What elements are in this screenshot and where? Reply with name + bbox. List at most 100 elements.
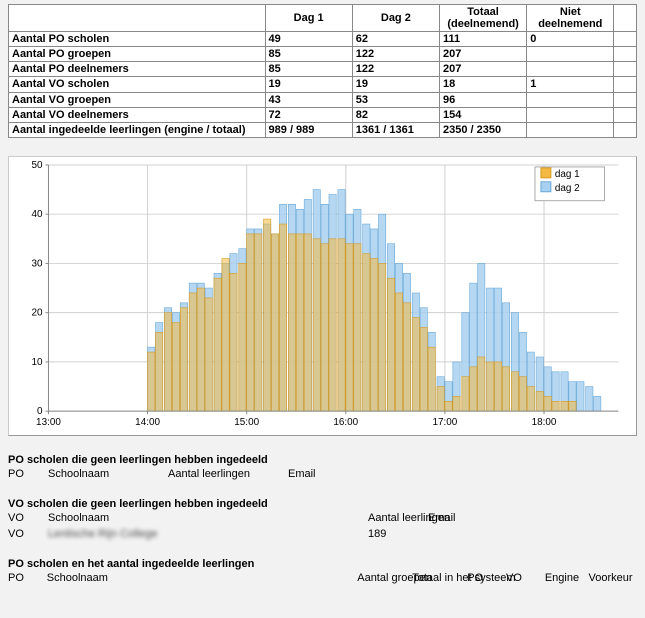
summary-row-value: 207: [439, 47, 526, 62]
summary-row-value: [614, 47, 637, 62]
summary-row-value: 96: [439, 92, 526, 107]
summary-row-value: [527, 107, 614, 122]
summary-row-value: 72: [265, 107, 352, 122]
svg-text:0: 0: [37, 406, 43, 417]
vo-row-name: Lentische Rijn College: [48, 528, 368, 540]
summary-header: Niet deelnemend: [527, 5, 614, 32]
summary-table: Dag 1Dag 2Totaal (deelnemend)Niet deelne…: [8, 4, 637, 138]
summary-row: Aantal PO groepen85122207: [9, 47, 637, 62]
summary-row-value: 154: [439, 107, 526, 122]
vo-unassigned-section: VO scholen die geen leerlingen hebben in…: [8, 498, 637, 540]
column-header: Email: [428, 512, 488, 524]
summary-row-value: [614, 62, 637, 77]
chart-container: 0 10 20 30 40 50 13:00 14:00 15:00 16:00 17:00 18:0…: [8, 156, 637, 436]
summary-row-value: [527, 47, 614, 62]
svg-text:dag 1: dag 1: [555, 169, 580, 180]
summary-header: [614, 5, 637, 32]
column-header: PO: [467, 572, 506, 584]
summary-row-value: [614, 107, 637, 122]
summary-row-label: Aantal VO deelnemers: [9, 107, 266, 122]
summary-row-value: 82: [352, 107, 439, 122]
po-counts-section: PO scholen en het aantal ingedeelde leer…: [8, 558, 637, 584]
summary-row-value: 62: [352, 32, 439, 47]
summary-row-label: Aantal VO groepen: [9, 92, 266, 107]
summary-row-value: 111: [439, 32, 526, 47]
summary-row: Aantal VO groepen435396: [9, 92, 637, 107]
po-counts-columns: POSchoolnaamAantal groepenTotaal in het …: [8, 572, 637, 584]
summary-row-label: Aantal PO scholen: [9, 32, 266, 47]
column-header: PO: [8, 572, 47, 584]
summary-row-value: [614, 122, 637, 137]
summary-row: Aantal VO scholen1919181: [9, 77, 637, 92]
summary-row-label: Aantal ingedeelde leerlingen (engine / t…: [9, 122, 266, 137]
po-counts-title: PO scholen en het aantal ingedeelde leer…: [8, 558, 637, 570]
column-header: Voorkeur: [588, 572, 637, 584]
svg-text:16:00: 16:00: [333, 417, 358, 428]
summary-row-value: 85: [265, 62, 352, 77]
vo-row-aantal: 189: [368, 528, 428, 540]
po-unassigned-section: PO scholen die geen leerlingen hebben in…: [8, 454, 637, 480]
summary-row-value: 0: [527, 32, 614, 47]
svg-text:14:00: 14:00: [135, 417, 160, 428]
svg-text:17:00: 17:00: [433, 417, 458, 428]
vo-unassigned-title: VO scholen die geen leerlingen hebben in…: [8, 498, 637, 510]
summary-row-value: 19: [265, 77, 352, 92]
summary-row-value: 18: [439, 77, 526, 92]
summary-row-value: 1: [527, 77, 614, 92]
summary-table-body: Aantal PO scholen49621110Aantal PO groep…: [9, 32, 637, 138]
summary-table-head: Dag 1Dag 2Totaal (deelnemend)Niet deelne…: [9, 5, 637, 32]
summary-row-value: 85: [265, 47, 352, 62]
svg-text:20: 20: [31, 308, 43, 319]
svg-text:dag 2: dag 2: [555, 183, 580, 194]
svg-text:15:00: 15:00: [234, 417, 259, 428]
column-header: Engine: [545, 572, 589, 584]
column-header: VO: [506, 572, 545, 584]
svg-text:13:00: 13:00: [36, 417, 61, 428]
summary-row-label: Aantal PO deelnemers: [9, 62, 266, 77]
summary-row: Aantal PO deelnemers85122207: [9, 62, 637, 77]
summary-row-value: 1361 / 1361: [352, 122, 439, 137]
vo-row-name-text: Lentische Rijn College: [48, 528, 157, 540]
svg-text:50: 50: [31, 160, 43, 171]
bar-chart: 0 10 20 30 40 50 13:00 14:00 15:00 16:00 17:00 18:0…: [8, 156, 637, 436]
svg-text:18:00: 18:00: [532, 417, 557, 428]
summary-row-value: [527, 92, 614, 107]
svg-text:30: 30: [31, 258, 43, 269]
column-header: Aantal leerlingen: [168, 468, 288, 480]
column-header: Schoolnaam: [47, 572, 357, 584]
summary-row-value: [614, 77, 637, 92]
summary-row-value: 49: [265, 32, 352, 47]
summary-header: Totaal (deelnemend): [439, 5, 526, 32]
column-header: Schoolnaam: [48, 512, 368, 524]
vo-unassigned-row: VO Lentische Rijn College 189: [8, 528, 637, 540]
column-header: Totaal in het systeem: [412, 572, 467, 584]
column-header: Email: [288, 468, 388, 480]
svg-text:10: 10: [31, 357, 43, 368]
svg-text:40: 40: [31, 209, 43, 220]
column-header: Aantal leerlingen: [368, 512, 428, 524]
po-unassigned-columns: POSchoolnaamAantal leerlingenEmail: [8, 468, 637, 480]
summary-row-value: 122: [352, 62, 439, 77]
summary-header: Dag 1: [265, 5, 352, 32]
column-header: Aantal groepen: [357, 572, 412, 584]
summary-row-label: Aantal VO scholen: [9, 77, 266, 92]
summary-row: Aantal VO deelnemers7282154: [9, 107, 637, 122]
summary-header: [9, 5, 266, 32]
summary-row-value: [614, 32, 637, 47]
summary-row-value: 122: [352, 47, 439, 62]
summary-row-value: 2350 / 2350: [439, 122, 526, 137]
column-header: VO: [8, 512, 48, 524]
vo-unassigned-columns: VOSchoolnaamAantal leerlingenEmail: [8, 512, 637, 524]
vo-row-vo: VO: [8, 528, 48, 540]
summary-row-label: Aantal PO groepen: [9, 47, 266, 62]
summary-row-value: [527, 62, 614, 77]
summary-row-value: [527, 122, 614, 137]
po-unassigned-title: PO scholen die geen leerlingen hebben in…: [8, 454, 637, 466]
summary-row-value: 207: [439, 62, 526, 77]
column-header: PO: [8, 468, 48, 480]
summary-row-value: [614, 92, 637, 107]
summary-row-value: 43: [265, 92, 352, 107]
summary-row: Aantal PO scholen49621110: [9, 32, 637, 47]
summary-row-value: 53: [352, 92, 439, 107]
summary-row-value: 19: [352, 77, 439, 92]
